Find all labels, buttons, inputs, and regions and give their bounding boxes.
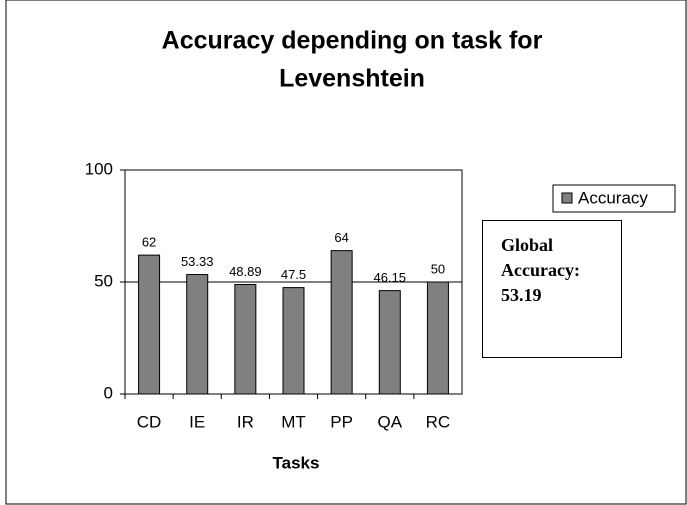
y-tick-label: 50 — [94, 271, 113, 290]
y-tick-label: 0 — [104, 383, 113, 402]
bar — [138, 254, 161, 395]
x-tick-label: MT — [281, 412, 306, 431]
x-tick-label: QA — [378, 412, 403, 431]
annotation: Global Accuracy: 53.19 — [482, 220, 622, 358]
x-axis-label: Tasks — [273, 453, 320, 472]
data-label: 64 — [334, 230, 348, 245]
bar — [234, 283, 257, 395]
bar — [330, 250, 353, 395]
x-tick-label: RC — [426, 412, 451, 431]
data-label: 62 — [142, 235, 156, 250]
bar — [282, 287, 305, 395]
data-label: 48.89 — [229, 264, 262, 279]
data-label: 46.15 — [374, 270, 407, 285]
legend — [552, 184, 676, 213]
data-label: 47.5 — [281, 267, 306, 282]
chart-title: Accuracy depending on task for — [162, 27, 543, 55]
frame — [5, 0, 687, 505]
data-label: 53.33 — [181, 254, 214, 269]
x-tick-label: IE — [189, 412, 205, 431]
x-tick-label: CD — [137, 412, 162, 431]
legend-swatch — [561, 192, 573, 204]
x-tick-label: IR — [237, 412, 254, 431]
bar — [426, 281, 449, 395]
legend-label: Accuracy — [578, 188, 648, 207]
x-tick-label: PP — [330, 412, 353, 431]
bar — [186, 274, 209, 395]
chart-title: Levenshtein — [279, 65, 425, 93]
data-label: 50 — [431, 261, 445, 276]
bar — [378, 290, 401, 395]
y-tick-label: 100 — [85, 159, 113, 178]
